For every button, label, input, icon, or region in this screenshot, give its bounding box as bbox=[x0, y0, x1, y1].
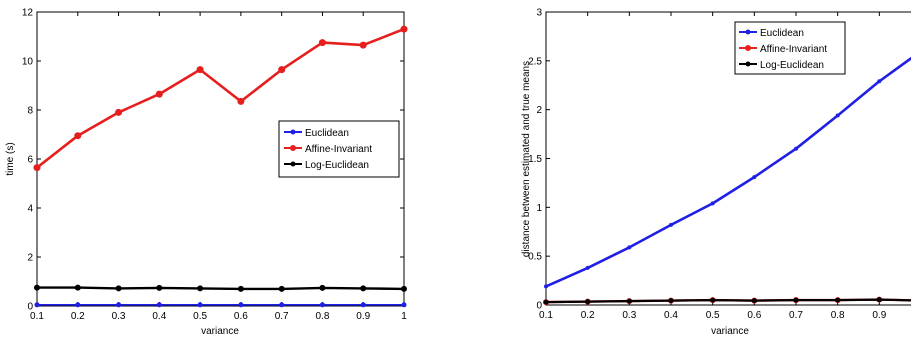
x-tick-label: 0.9 bbox=[872, 310, 886, 321]
series-line-log-euclidean-left bbox=[37, 288, 404, 289]
data-point-log-euclidean-left bbox=[197, 285, 203, 291]
data-point-affine-invariant-left bbox=[401, 26, 408, 33]
y-axis-label-right: distance between estimated and true mean… bbox=[521, 61, 532, 257]
legend-text-affine-right: Affine-Invariant bbox=[760, 44, 827, 55]
data-point-affine-invariant-left bbox=[319, 39, 326, 46]
x-tick-label: 0.8 bbox=[831, 310, 845, 321]
legend-marker-affine-right bbox=[745, 45, 751, 51]
legend-text-logeuclidean-left: Log-Euclidean bbox=[305, 160, 369, 171]
data-point-affine-invariant-left bbox=[156, 91, 163, 98]
x-tick-label: 0.5 bbox=[193, 311, 207, 322]
x-tick-label: 0.4 bbox=[664, 310, 678, 321]
data-point-log-euclidean-left bbox=[238, 286, 244, 292]
data-point-euclidean-left bbox=[279, 302, 284, 307]
data-point-euclidean-left bbox=[238, 302, 243, 307]
data-point-log-euclidean-left bbox=[34, 285, 40, 291]
data-point-log-euclidean-right bbox=[710, 298, 715, 303]
data-point-euclidean-left bbox=[198, 302, 203, 307]
x-tick-label: 0.6 bbox=[234, 311, 248, 322]
data-point-log-euclidean-left bbox=[319, 285, 325, 291]
data-point-affine-invariant-left bbox=[74, 132, 81, 139]
data-point-euclidean-right bbox=[877, 79, 881, 83]
y-tick-label: 4 bbox=[27, 204, 33, 215]
data-point-euclidean-left bbox=[361, 302, 366, 307]
legend-text-euclidean-left: Euclidean bbox=[305, 128, 349, 139]
data-point-affine-invariant-left bbox=[360, 42, 367, 49]
legend-text-affine-left: Affine-Invariant bbox=[305, 144, 372, 155]
x-axis-label-right: variance bbox=[711, 326, 749, 337]
x-tick-label: 0.8 bbox=[315, 311, 329, 322]
legend-text-logeuclidean-right: Log-Euclidean bbox=[760, 60, 824, 71]
data-point-euclidean-right bbox=[836, 114, 840, 118]
data-point-log-euclidean-right bbox=[877, 297, 882, 302]
data-point-log-euclidean-left bbox=[116, 285, 122, 291]
data-point-log-euclidean-right bbox=[544, 300, 549, 305]
y-tick-label: 1 bbox=[536, 203, 542, 214]
data-point-euclidean-right bbox=[794, 147, 798, 151]
x-tick-label: 0.3 bbox=[112, 311, 126, 322]
y-tick-label: 6 bbox=[27, 155, 33, 166]
legend-marker-logeuclidean-right bbox=[746, 62, 751, 67]
data-point-log-euclidean-left bbox=[75, 285, 81, 291]
data-point-euclidean-left bbox=[116, 302, 121, 307]
y-tick-label: 8 bbox=[27, 106, 33, 117]
data-point-log-euclidean-left bbox=[279, 286, 285, 292]
data-point-log-euclidean-right bbox=[669, 298, 674, 303]
legend-marker-euclidean-left bbox=[291, 130, 296, 135]
x-tick-label: 0.2 bbox=[71, 311, 85, 322]
legend-right: Euclidean Affine-Invariant Log-Euclidean bbox=[735, 22, 845, 74]
chart-right: 00.511.522.53 0.1 0.2 0.3 0.4 0.5 0.6 0.7 0.8 0.… bbox=[521, 8, 911, 338]
data-point-euclidean-left bbox=[320, 302, 325, 307]
data-point-euclidean-left bbox=[35, 302, 40, 307]
legend-left: Euclidean Affine-Invariant Log-Euclidean bbox=[279, 121, 399, 177]
legend-marker-logeuclidean-left bbox=[291, 162, 296, 167]
y-tick-label: 2 bbox=[27, 253, 33, 264]
data-point-euclidean-right bbox=[752, 175, 756, 179]
x-tick-label: 0.6 bbox=[747, 310, 761, 321]
legend-text-euclidean-right: Euclidean bbox=[760, 28, 804, 39]
data-point-euclidean-right bbox=[586, 266, 590, 270]
data-point-affine-invariant-left bbox=[115, 109, 122, 116]
legend-marker-euclidean-right bbox=[746, 30, 751, 35]
x-tick-label: 0.7 bbox=[789, 310, 803, 321]
data-point-euclidean-left bbox=[157, 302, 162, 307]
data-point-log-euclidean-left bbox=[360, 285, 366, 291]
data-point-affine-invariant-left bbox=[197, 66, 204, 73]
data-point-euclidean-right bbox=[711, 201, 715, 205]
x-tick-label: 0.7 bbox=[275, 311, 289, 322]
x-tick-label: 0.9 bbox=[356, 311, 370, 322]
data-point-log-euclidean-right bbox=[794, 298, 799, 303]
y-tick-label: 2 bbox=[536, 105, 542, 116]
data-point-log-euclidean-right bbox=[752, 298, 757, 303]
x-tick-label: 0.1 bbox=[30, 311, 44, 322]
x-tick-label: 0.3 bbox=[622, 310, 636, 321]
legend-marker-affine-left bbox=[290, 145, 296, 151]
y-axis-label-left: time (s) bbox=[5, 142, 16, 175]
y-tick-label: 3 bbox=[536, 8, 542, 19]
data-point-euclidean-left bbox=[75, 302, 80, 307]
x-axis-label-left: variance bbox=[201, 326, 239, 337]
y-tick-label: 12 bbox=[22, 8, 34, 19]
chart-left: 0 2 4 6 8 10 12 0.1 0.2 0.3 0.4 0.5 0.6 0.7 0.8 0.9 1 v… bbox=[5, 8, 408, 338]
x-tick-label: 0.2 bbox=[581, 310, 595, 321]
data-point-euclidean-right bbox=[544, 284, 548, 288]
data-point-log-euclidean-left bbox=[156, 285, 162, 291]
data-point-euclidean-left bbox=[402, 302, 407, 307]
data-point-log-euclidean-right bbox=[627, 299, 632, 304]
x-tick-label: 0.4 bbox=[152, 311, 166, 322]
data-point-euclidean-right bbox=[627, 245, 631, 249]
x-tick-label: 0.5 bbox=[706, 310, 720, 321]
data-point-affine-invariant-left bbox=[237, 98, 244, 105]
x-tick-label: 0.1 bbox=[539, 310, 553, 321]
data-point-affine-invariant-left bbox=[278, 66, 285, 73]
data-point-affine-invariant-left bbox=[34, 164, 41, 171]
data-point-log-euclidean-right bbox=[835, 298, 840, 303]
data-point-log-euclidean-left bbox=[401, 286, 407, 292]
x-tick-label: 1 bbox=[401, 311, 407, 322]
data-point-log-euclidean-right bbox=[585, 299, 590, 304]
y-tick-label: 10 bbox=[22, 57, 34, 68]
data-point-euclidean-right bbox=[669, 223, 673, 227]
